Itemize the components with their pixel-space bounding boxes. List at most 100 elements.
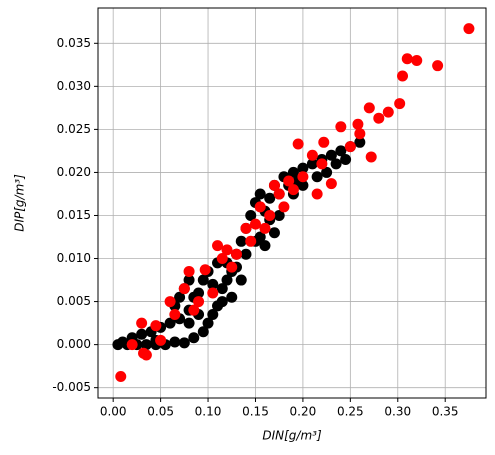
point xyxy=(197,274,209,286)
point xyxy=(183,274,195,286)
point xyxy=(292,138,304,150)
point xyxy=(178,337,190,349)
y-tick-label: 0.020 xyxy=(57,165,91,179)
point xyxy=(126,339,138,351)
point xyxy=(136,317,148,329)
point xyxy=(138,347,150,359)
point xyxy=(411,55,423,67)
point xyxy=(216,283,228,295)
y-tick-label: 0.035 xyxy=(57,36,91,50)
point xyxy=(325,149,337,161)
x-tick-label: 0.20 xyxy=(290,405,317,419)
point xyxy=(188,304,200,316)
x-axis-label: DIN[g/m³] xyxy=(262,429,322,443)
point xyxy=(321,166,333,178)
point xyxy=(254,231,266,243)
x-tick-label: 0.00 xyxy=(100,405,127,419)
point xyxy=(318,136,330,148)
point xyxy=(164,296,176,308)
point xyxy=(273,209,285,221)
point xyxy=(140,339,152,351)
point xyxy=(297,171,309,183)
point xyxy=(340,154,352,166)
point xyxy=(183,317,195,329)
y-tick-label: -0.005 xyxy=(52,380,91,394)
point xyxy=(363,102,375,114)
point xyxy=(178,283,190,295)
point xyxy=(273,188,285,200)
y-tick-label: 0.005 xyxy=(57,294,91,308)
point xyxy=(325,178,337,190)
point xyxy=(254,188,266,200)
point xyxy=(365,151,377,163)
point xyxy=(169,336,181,348)
point xyxy=(344,141,356,153)
y-tick-label: 0.010 xyxy=(57,251,91,265)
point xyxy=(245,209,257,221)
point xyxy=(245,235,257,247)
point xyxy=(216,296,228,308)
point xyxy=(207,287,219,299)
point xyxy=(193,296,205,308)
point xyxy=(330,158,342,170)
point xyxy=(216,253,228,265)
point xyxy=(117,336,129,348)
point xyxy=(259,240,271,252)
point xyxy=(221,274,233,286)
point xyxy=(373,112,385,124)
point xyxy=(231,248,243,260)
point xyxy=(197,326,209,338)
plot-frame xyxy=(97,7,487,399)
y-axis-label: DIP[g/m³] xyxy=(13,174,27,232)
point xyxy=(382,106,394,118)
point xyxy=(311,171,323,183)
point xyxy=(278,201,290,213)
x-tick-label: 0.10 xyxy=(195,405,222,419)
x-tick-label: 0.25 xyxy=(337,405,364,419)
y-tick-label: 0.015 xyxy=(57,208,91,222)
point xyxy=(136,328,148,340)
point xyxy=(354,136,366,148)
point xyxy=(199,264,211,276)
point xyxy=(287,166,299,178)
point xyxy=(188,332,200,344)
point xyxy=(212,240,224,252)
point xyxy=(183,265,195,277)
point xyxy=(226,291,238,303)
point xyxy=(297,162,309,174)
point xyxy=(297,179,309,191)
point xyxy=(354,128,366,140)
point xyxy=(259,222,271,234)
point xyxy=(150,320,162,332)
point xyxy=(335,121,347,133)
x-tick-label: 0.30 xyxy=(384,405,411,419)
point xyxy=(207,278,219,290)
point xyxy=(316,158,328,170)
x-tick-label: 0.15 xyxy=(242,405,269,419)
point xyxy=(240,222,252,234)
point xyxy=(240,248,252,260)
point xyxy=(463,23,475,35)
y-tick-label: 0.000 xyxy=(57,337,91,351)
point xyxy=(306,149,318,161)
point xyxy=(264,209,276,221)
point xyxy=(432,60,444,72)
point xyxy=(164,317,176,329)
x-tick-label: 0.05 xyxy=(147,405,174,419)
point xyxy=(311,188,323,200)
point xyxy=(221,244,233,256)
point xyxy=(306,158,318,170)
point xyxy=(283,175,295,187)
point xyxy=(226,261,238,273)
point xyxy=(155,334,167,346)
point xyxy=(169,308,181,320)
point xyxy=(193,287,205,299)
point xyxy=(174,291,186,303)
point xyxy=(352,118,364,130)
x-tick-label: 0.35 xyxy=(432,405,459,419)
point xyxy=(264,192,276,204)
point xyxy=(202,317,214,329)
point xyxy=(268,227,280,239)
